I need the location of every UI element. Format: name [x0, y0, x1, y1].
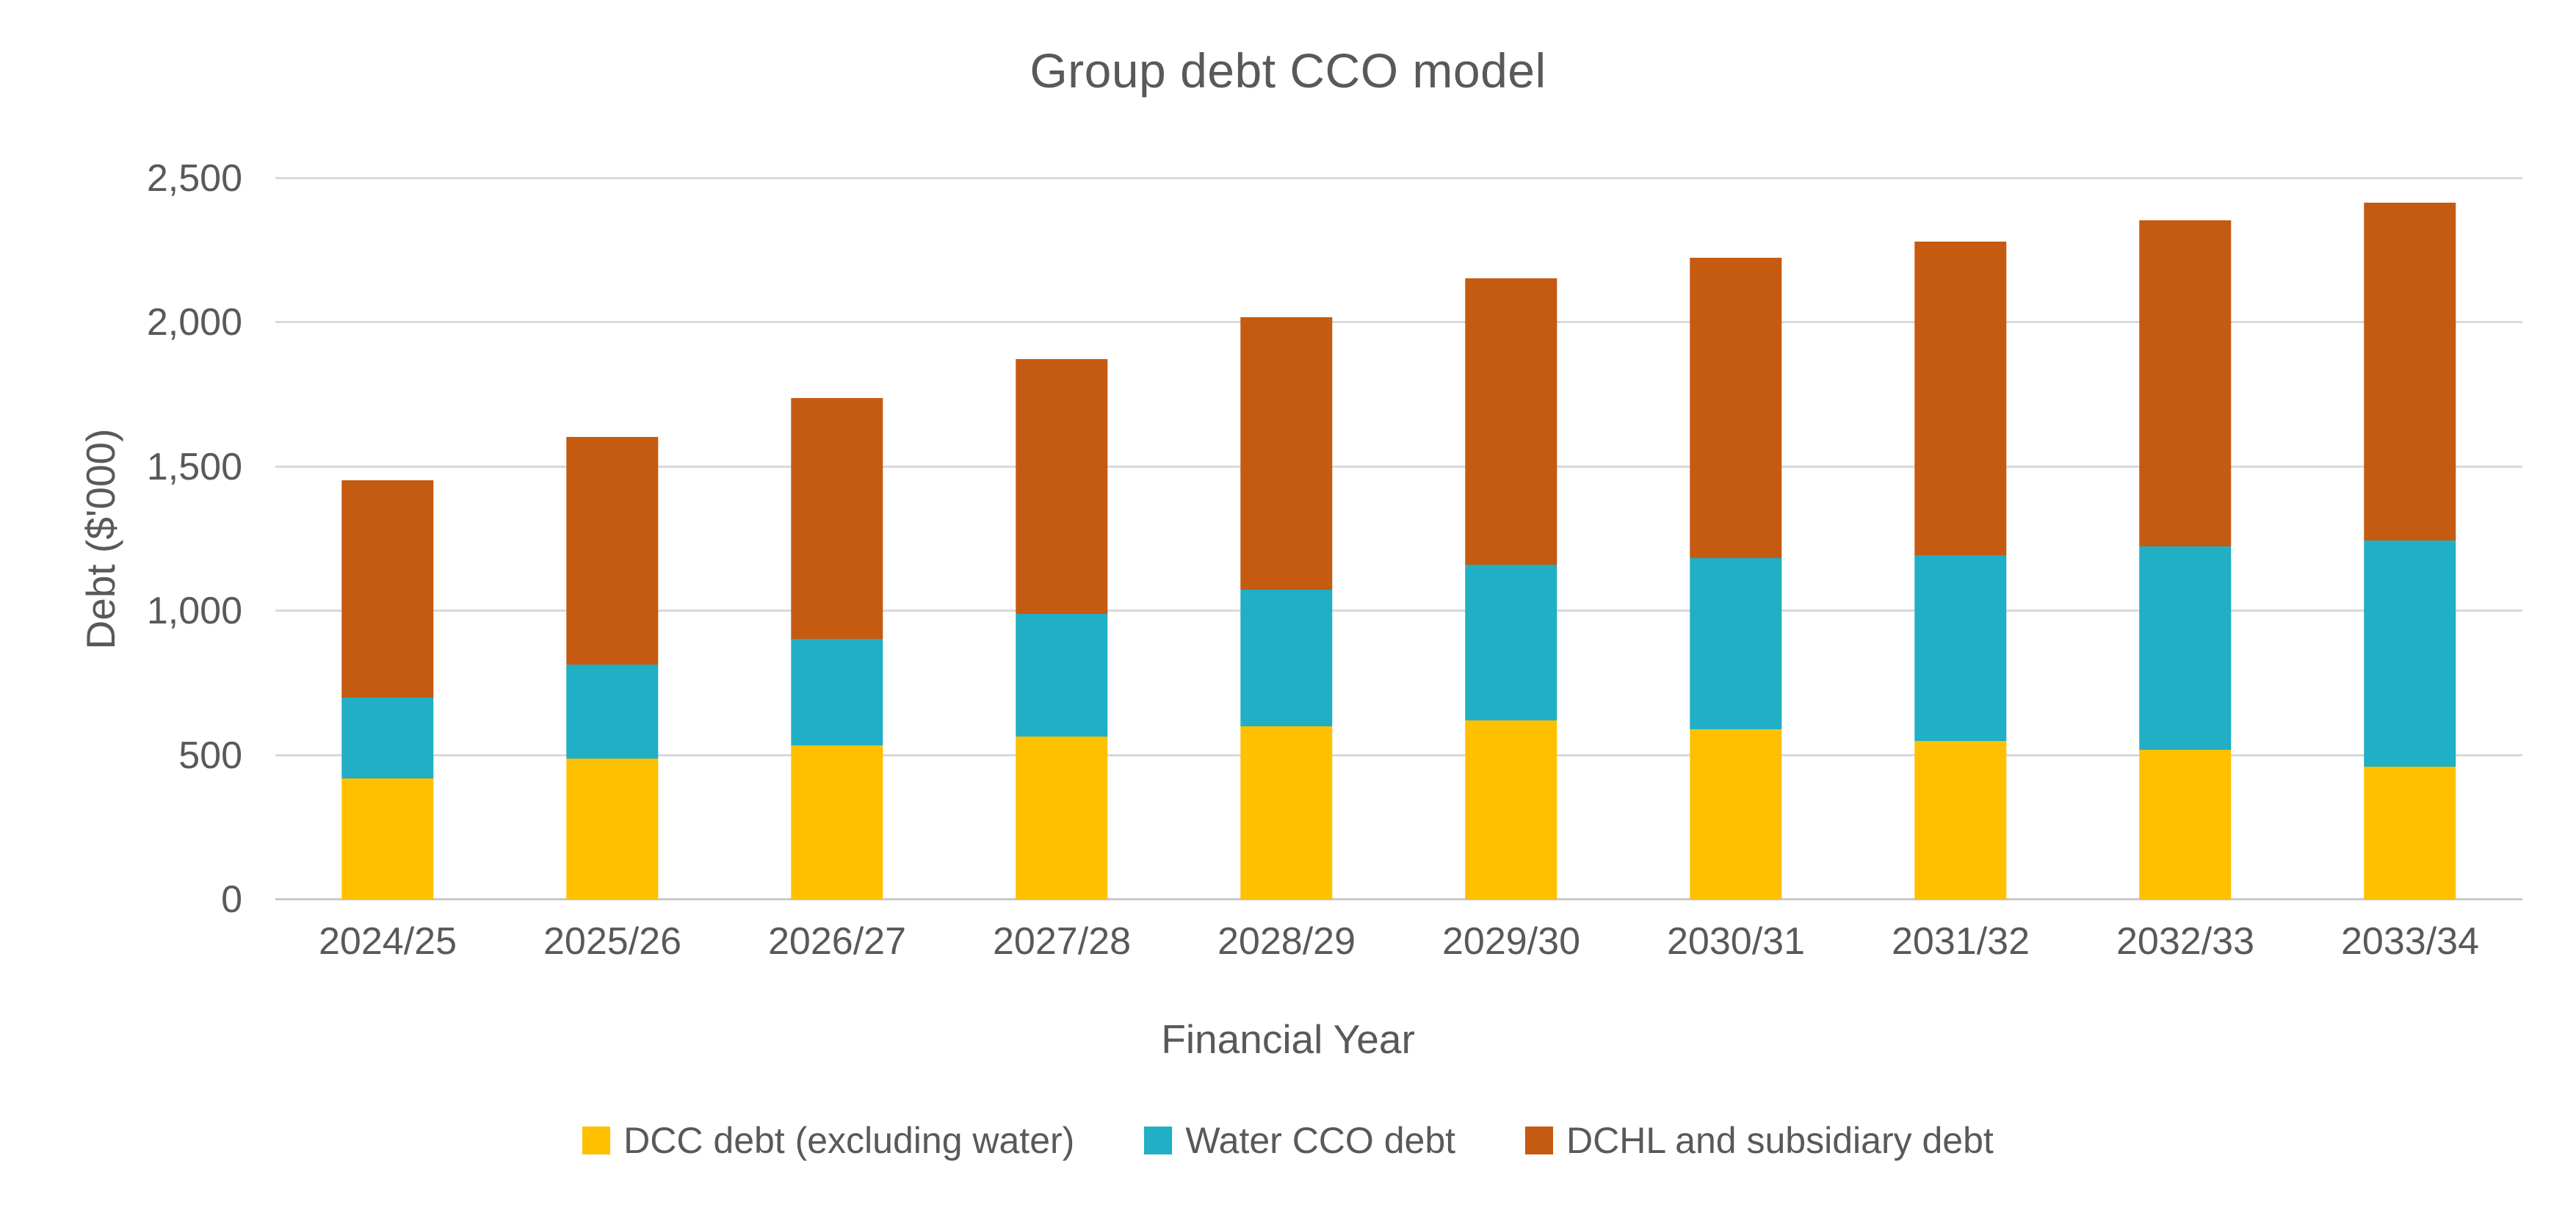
y-tick-label: 0 [221, 878, 242, 921]
stacked-bar-2032/33 [2139, 178, 2232, 900]
plot-area [275, 177, 2522, 900]
bar-segment [2139, 546, 2232, 750]
x-tick-label: 2030/31 [1667, 920, 1805, 963]
legend-swatch-icon [1525, 1127, 1554, 1154]
bar-segment [2364, 203, 2456, 540]
bar-segment [1914, 554, 2007, 741]
legend-label: DCHL and subsidiary debt [1566, 1120, 1994, 1161]
y-tick-label: 2,000 [146, 301, 242, 344]
x-tick-label: 2025/26 [543, 920, 681, 963]
bar-segment [1240, 317, 1333, 590]
x-axis-tick-labels: 2024/25 2025/26 2026/27 2027/28 2028/29 2029/… [275, 919, 2522, 964]
legend: DCC debt (excluding water) Water CCO debt… [0, 1119, 2576, 1162]
y-axis-tick-labels: 0 500 1,000 1,500 2,000 2,500 [0, 157, 242, 921]
y-tick-label: 500 [178, 734, 242, 777]
stacked-bar-2033/34 [2364, 178, 2456, 900]
stacked-bar-2031/32 [1914, 178, 2007, 900]
bar-segment [1016, 358, 1108, 615]
bar-segment [791, 745, 883, 900]
stacked-bar-2025/26 [566, 178, 659, 900]
x-tick-label: 2029/30 [1442, 920, 1580, 963]
stacked-bar-2030/31 [1690, 178, 1782, 900]
bar-segment [791, 638, 883, 745]
x-axis-title: Financial Year [1161, 1016, 1415, 1062]
x-tick-label: 2028/29 [1218, 920, 1356, 963]
bar-slot-2027/28 [949, 178, 1174, 900]
bar-segment [1690, 258, 1782, 558]
legend-label: DCC debt (excluding water) [623, 1120, 1075, 1161]
stacked-bar-2027/28 [1016, 178, 1108, 900]
bar-segment [2139, 749, 2232, 900]
bar-segment [341, 480, 434, 698]
x-tick-label: 2026/27 [768, 920, 906, 963]
bar-segment [566, 436, 659, 665]
bar-series-container [275, 178, 2522, 900]
x-tick-label: 2031/32 [1892, 920, 2030, 963]
gridline [275, 753, 2522, 756]
bar-segment [566, 664, 659, 759]
bar-segment [1016, 737, 1108, 900]
bar-slot-2025/26 [500, 178, 725, 900]
legend-item: DCC debt (excluding water) [582, 1119, 1074, 1162]
stacked-bar-2026/27 [791, 178, 883, 900]
bar-slot-2026/27 [725, 178, 949, 900]
gridline [275, 610, 2522, 612]
x-tick-label: 2032/33 [2116, 920, 2254, 963]
bar-segment [1240, 589, 1333, 727]
legend-label: Water CCO debt [1185, 1120, 1456, 1161]
bar-segment [1914, 740, 2007, 900]
y-tick-label: 2,500 [146, 157, 242, 200]
bar-segment [566, 758, 659, 900]
legend-item: DCHL and subsidiary debt [1525, 1119, 1994, 1162]
bar-slot-2028/29 [1174, 178, 1399, 900]
legend-item: Water CCO debt [1144, 1119, 1455, 1162]
stacked-bar-2028/29 [1240, 178, 1333, 900]
x-tick-label: 2033/34 [2341, 920, 2479, 963]
legend-swatch-icon [1144, 1127, 1173, 1154]
y-tick-label: 1,000 [146, 590, 242, 633]
bar-segment [1690, 557, 1782, 730]
gridline [275, 465, 2522, 468]
bar-slot-2029/30 [1399, 178, 1624, 900]
bar-segment [1690, 729, 1782, 900]
bar-segment [2364, 767, 2456, 900]
gridline [275, 321, 2522, 324]
x-tick-label: 2024/25 [319, 920, 457, 963]
x-axis-line [275, 898, 2522, 900]
gridline [275, 177, 2522, 179]
bar-segment [1465, 565, 1557, 721]
bar-slot-2033/34 [2298, 178, 2522, 900]
y-tick-label: 1,500 [146, 445, 242, 488]
x-tick-label: 2027/28 [993, 920, 1131, 963]
bar-segment [1465, 278, 1557, 565]
bar-segment [2139, 220, 2232, 546]
chart-title: Group debt CCO model [1030, 43, 1546, 98]
bar-segment [341, 698, 434, 779]
bar-slot-2031/32 [1848, 178, 2073, 900]
bar-segment [1914, 242, 2007, 555]
bar-segment [1240, 726, 1333, 900]
bar-slot-2032/33 [2073, 178, 2298, 900]
bar-slot-2030/31 [1624, 178, 1848, 900]
bar-segment [791, 397, 883, 639]
stacked-bar-2029/30 [1465, 178, 1557, 900]
bar-segment [341, 778, 434, 900]
bar-slot-2024/25 [275, 178, 500, 900]
legend-swatch-icon [582, 1127, 611, 1154]
bar-segment [1465, 720, 1557, 900]
bar-segment [1016, 614, 1108, 737]
gridlines [275, 177, 2522, 900]
stacked-bar-2024/25 [341, 178, 434, 900]
bar-segment [2364, 540, 2456, 767]
